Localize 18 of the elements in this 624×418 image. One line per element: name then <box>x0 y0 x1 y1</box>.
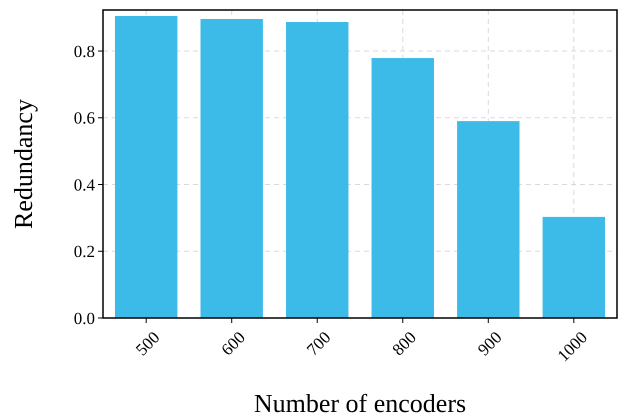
x-tick-label: 500 <box>132 328 164 360</box>
bar <box>457 121 520 318</box>
y-tick-label: 0.8 <box>74 42 95 61</box>
x-tick-label: 600 <box>217 328 249 360</box>
bar <box>114 16 178 318</box>
x-tick-label: 700 <box>303 328 334 360</box>
x-axis-title: Number of encoders <box>254 389 466 418</box>
bar <box>200 19 263 318</box>
bar <box>542 216 606 318</box>
bar <box>372 58 434 318</box>
y-tick-label: 0.2 <box>74 242 95 262</box>
y-tick-label: 0.4 <box>74 175 96 194</box>
x-tick-label: 900 <box>474 328 506 360</box>
bar <box>286 22 348 318</box>
x-tick-label: 800 <box>388 328 420 360</box>
y-axis-title: Redundancy <box>9 99 38 229</box>
y-tick-label: 0.0 <box>74 308 95 328</box>
y-tick-label: 0.6 <box>74 108 95 128</box>
